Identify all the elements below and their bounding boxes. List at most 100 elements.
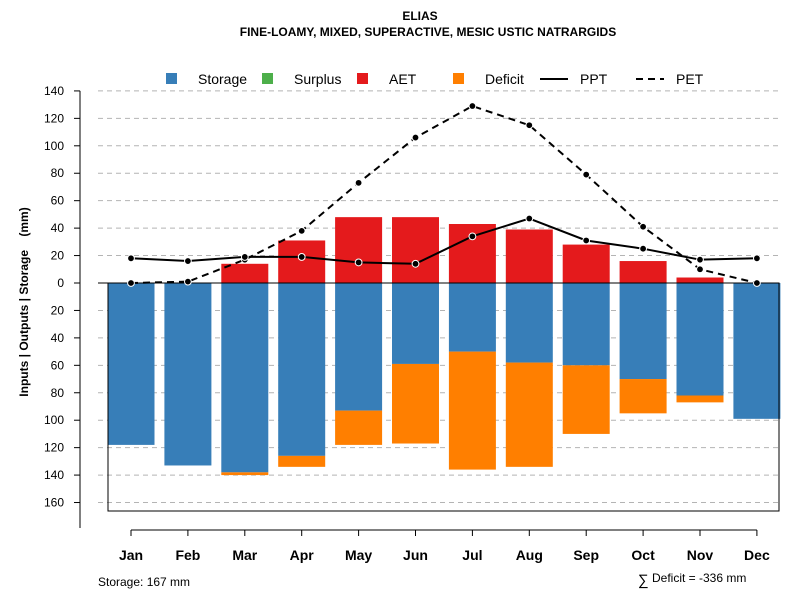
pet-point-jul xyxy=(468,102,477,110)
legend-label-deficit: Deficit xyxy=(485,71,524,87)
ppt-point-dec xyxy=(753,254,761,263)
ppt-point-jun xyxy=(411,259,420,268)
y-tick-label-40: 40 xyxy=(51,331,65,345)
y-tick-label-20: 20 xyxy=(51,303,65,317)
aet-bar-sep xyxy=(562,244,610,283)
ppt-point-sep xyxy=(582,236,591,245)
storage-bar-nov xyxy=(676,283,724,396)
x-tick-label-sep: Sep xyxy=(573,547,599,563)
x-tick-label-jul: Jul xyxy=(462,547,482,563)
storage-bar-apr xyxy=(278,283,326,456)
x-tick-label-mar: Mar xyxy=(232,547,257,563)
y-tick-label-80: 80 xyxy=(51,386,65,400)
deficit-bar-oct xyxy=(619,379,667,414)
pet-point-apr xyxy=(297,226,306,235)
ppt-line xyxy=(130,217,757,265)
x-tick-label-apr: Apr xyxy=(290,547,315,563)
bars xyxy=(107,217,781,476)
pet-point-feb xyxy=(184,277,192,286)
series-lines xyxy=(127,102,761,287)
pet-point-jan xyxy=(127,279,135,287)
aet-bar-mar xyxy=(221,263,269,283)
storage-bar-feb xyxy=(164,283,212,466)
ppt-point-jul xyxy=(468,232,477,241)
deficit-bar-jun xyxy=(392,363,439,444)
y-tick-label-60: 60 xyxy=(51,194,65,208)
y-tick-label-100: 100 xyxy=(44,413,64,427)
deficit-bar-sep xyxy=(562,365,610,434)
deficit-bar-aug xyxy=(505,362,553,467)
legend-label-ppt: PPT xyxy=(580,71,608,87)
ppt-point-mar xyxy=(240,253,249,261)
legend-swatch-aet xyxy=(357,73,368,84)
ppt-point-apr xyxy=(297,253,306,261)
pet-point-nov xyxy=(696,265,704,274)
storage-bar-jun xyxy=(392,283,439,364)
chart-subtitle: FINE-LOAMY, MIXED, SUPERACTIVE, MESIC US… xyxy=(240,25,616,39)
deficit-bar-may xyxy=(335,410,383,445)
legend-swatch-deficit xyxy=(453,73,464,84)
sum-symbol: ∑ xyxy=(638,572,649,589)
x-tick-label-feb: Feb xyxy=(175,547,200,563)
legend-label-pet: PET xyxy=(676,71,704,87)
y-tick-label-0: 0 xyxy=(57,276,64,290)
x-tick-label-nov: Nov xyxy=(687,547,714,563)
ppt-point-feb xyxy=(184,257,192,265)
x-axis: Jan Feb Mar Apr May Jun Jul Aug Sep Oct Nov Dec xyxy=(119,529,770,563)
pet-point-may xyxy=(354,178,363,187)
storage-bar-may xyxy=(335,283,383,411)
storage-bar-oct xyxy=(619,283,667,380)
ppt-point-aug xyxy=(525,214,534,223)
legend-label-surplus: Surplus xyxy=(294,71,341,87)
x-tick-label-oct: Oct xyxy=(631,547,655,563)
y-axis: 140 120 100 80 60 40 20 0 20 40 60 80 100 120 140 160 xyxy=(44,84,81,528)
ppt-point-oct xyxy=(639,244,647,253)
aet-bar-apr xyxy=(278,240,326,283)
pet-point-oct xyxy=(639,222,647,231)
storage-bar-dec xyxy=(733,283,781,419)
ppt-point-jan xyxy=(127,254,135,263)
aet-bar-oct xyxy=(619,261,667,283)
ppt-point-may xyxy=(354,258,363,267)
y-axis-label: Inputs | Outputs | Storage (mm) xyxy=(17,207,31,396)
x-tick-label-aug: Aug xyxy=(516,547,543,563)
storage-bar-sep xyxy=(562,283,610,366)
deficit-bar-nov xyxy=(676,395,724,403)
pet-point-jun xyxy=(411,133,420,142)
x-tick-label-may: May xyxy=(345,547,372,563)
y-tick-label-140: 140 xyxy=(44,84,64,98)
pet-point-aug xyxy=(525,121,534,130)
deficit-bar-mar xyxy=(221,472,269,476)
y-tick-label-120: 120 xyxy=(44,111,64,125)
storage-bar-jan xyxy=(107,283,155,445)
storage-bar-mar xyxy=(221,283,269,473)
pet-point-dec xyxy=(753,279,761,287)
legend-label-aet: AET xyxy=(389,71,417,87)
aet-bar-aug xyxy=(505,229,553,283)
aet-bar-jun xyxy=(392,217,439,283)
y-tick-label-140: 140 xyxy=(44,468,64,482)
y-tick-label-100: 100 xyxy=(44,139,64,153)
x-tick-label-dec: Dec xyxy=(744,547,770,563)
y-tick-label-120: 120 xyxy=(44,441,64,455)
deficit-bar-apr xyxy=(278,455,326,467)
storage-total-note: Storage: 167 mm xyxy=(98,575,190,589)
deficit-total-note: Deficit = -336 mm xyxy=(652,571,746,585)
pet-point-sep xyxy=(582,170,591,179)
ppt-point-nov xyxy=(696,255,704,264)
storage-bar-aug xyxy=(505,283,553,363)
legend-label-storage: Storage xyxy=(198,71,247,87)
aet-bar-nov xyxy=(676,277,724,283)
y-tick-label-40: 40 xyxy=(51,221,65,235)
legend-swatch-surplus xyxy=(262,73,273,84)
legend: Storage Surplus AET Deficit PPT PET xyxy=(166,71,704,87)
plot-frame xyxy=(98,282,780,512)
y-tick-label-160: 160 xyxy=(44,496,64,510)
chart-title: ELIAS xyxy=(402,9,437,23)
y-tick-label-20: 20 xyxy=(51,249,65,263)
deficit-bar-jul xyxy=(448,351,496,470)
x-tick-label-jun: Jun xyxy=(403,547,428,563)
pet-line xyxy=(130,104,758,284)
y-tick-label-60: 60 xyxy=(51,358,65,372)
